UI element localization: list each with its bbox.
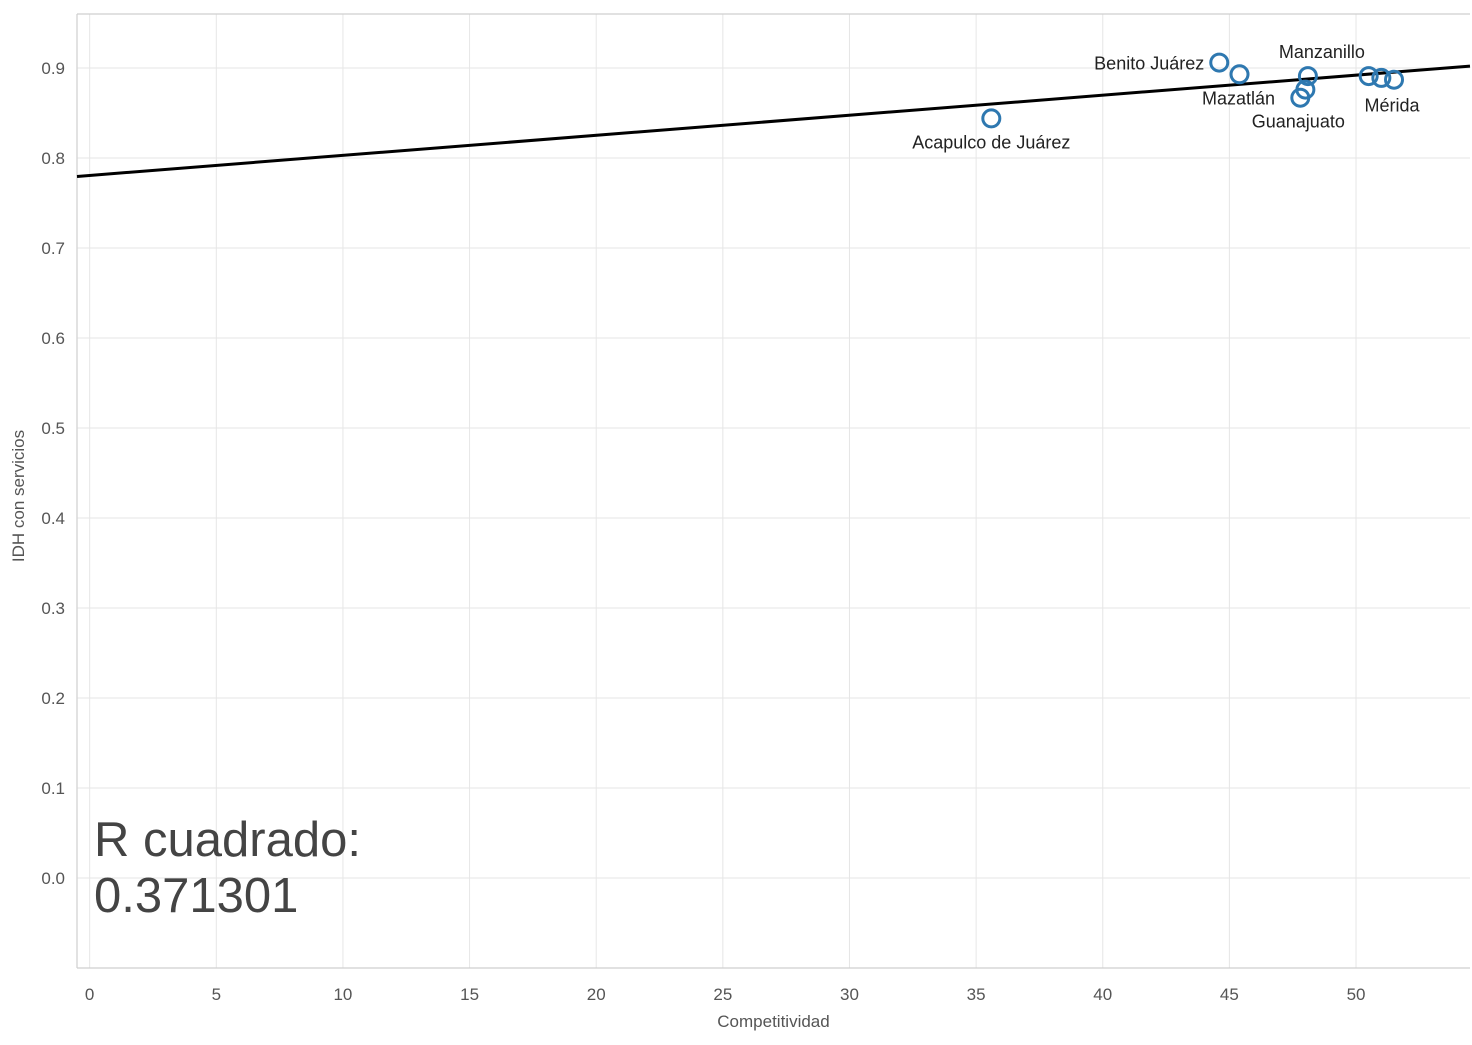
data-point xyxy=(1371,67,1392,88)
y-tick-label: 0.5 xyxy=(41,419,65,438)
x-tick-label: 50 xyxy=(1347,985,1366,1004)
x-tick-label: 40 xyxy=(1093,985,1112,1004)
data-point xyxy=(981,108,1002,129)
x-tick-label: 15 xyxy=(460,985,479,1004)
y-tick-label: 0.3 xyxy=(41,599,65,618)
x-tick-label: 10 xyxy=(333,985,352,1004)
y-tick-label: 0.2 xyxy=(41,689,65,708)
data-point xyxy=(1358,66,1379,87)
data-point xyxy=(1297,66,1318,87)
y-tick-label: 0.8 xyxy=(41,149,65,168)
x-tick-label: 45 xyxy=(1220,985,1239,1004)
data-point xyxy=(1209,52,1230,73)
x-axis-title: Competitividad xyxy=(717,1012,829,1031)
trend-line xyxy=(76,64,1471,178)
data-point xyxy=(1229,64,1250,85)
data-point xyxy=(1295,79,1316,100)
x-tick-label: 25 xyxy=(713,985,732,1004)
y-tick-label: 0.0 xyxy=(41,869,65,888)
data-point xyxy=(1384,69,1405,90)
point-label: Acapulco de Juárez xyxy=(912,132,1070,152)
point-label: Manzanillo xyxy=(1279,42,1365,62)
point-label: Mérida xyxy=(1365,96,1421,116)
x-tick-label: 0 xyxy=(85,985,94,1004)
y-tick-label: 0.4 xyxy=(41,509,65,528)
x-tick-label: 35 xyxy=(967,985,986,1004)
y-tick-label: 0.6 xyxy=(41,329,65,348)
x-tick-label: 5 xyxy=(212,985,221,1004)
r-squared-value: 0.371301 xyxy=(94,869,299,923)
point-label: Guanajuato xyxy=(1252,112,1345,132)
y-axis-title: IDH con servicios xyxy=(9,430,28,562)
point-label: Benito Juárez xyxy=(1094,54,1204,74)
r-squared-annotation: R cuadrado: 0.371301 xyxy=(94,812,361,924)
y-tick-label: 0.1 xyxy=(41,779,65,798)
point-label: Mazatlán xyxy=(1202,88,1275,108)
x-tick-label: 30 xyxy=(840,985,859,1004)
x-tick-label: 20 xyxy=(587,985,606,1004)
y-tick-label: 0.9 xyxy=(41,59,65,78)
y-tick-label: 0.7 xyxy=(41,239,65,258)
r-squared-label: R cuadrado: xyxy=(94,813,361,867)
